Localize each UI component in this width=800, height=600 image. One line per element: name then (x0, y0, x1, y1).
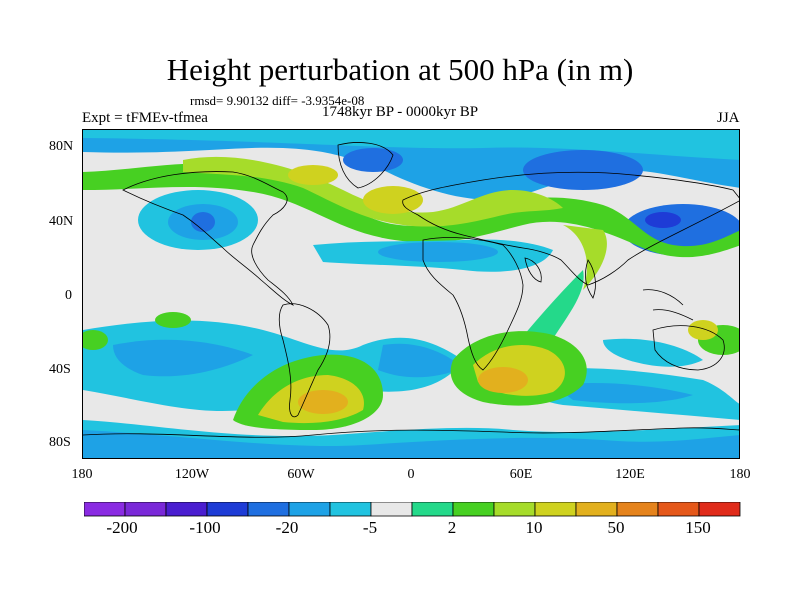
colorbar-swatch (247, 501, 290, 517)
period-label: 1748kyr BP - 0000kyr BP (322, 104, 479, 120)
colorbar-swatch (288, 501, 331, 517)
colorbar-swatch (452, 501, 495, 517)
x-tick-120w: 120W (174, 467, 210, 482)
y-tick-0: 0 (65, 288, 72, 303)
colorbar-swatch (575, 501, 618, 517)
colorbar-swatch (370, 501, 413, 517)
colorbar (83, 501, 744, 523)
y-tick-80s: 80S (49, 435, 71, 450)
x-tick-60e: 60E (509, 467, 533, 482)
colorbar-label: -5 (362, 518, 378, 537)
colorbar-swatch (329, 501, 372, 517)
colorbar-swatch (83, 501, 126, 517)
colorbar-swatch (657, 501, 700, 517)
colorbar-swatch (493, 501, 536, 517)
y-tick-80n: 80N (49, 139, 74, 154)
y-tick-40n: 40N (49, 214, 74, 229)
colorbar-swatch (206, 501, 249, 517)
x-tick-180e: 180 (729, 467, 751, 482)
x-tick-120e: 120E (615, 467, 645, 482)
map-panel (82, 129, 740, 459)
colorbar-label: -20 (275, 518, 299, 537)
colorbar-label: 10 (525, 518, 543, 537)
colorbar-swatch (411, 501, 454, 517)
stats-label: rmsd= 9.90132 diff= -3.9354e-08 (190, 93, 365, 108)
x-tick-0: 0 (407, 467, 415, 482)
x-tick-180w: 180 (71, 467, 93, 482)
colorbar-swatch (124, 501, 167, 517)
y-tick-40s: 40S (49, 362, 71, 377)
colorbar-label: 50 (607, 518, 625, 537)
colorbar-swatch (698, 501, 741, 517)
colorbar-swatch (165, 501, 208, 517)
colorbar-label: 2 (447, 518, 457, 537)
height-field-map (83, 130, 739, 458)
colorbar-swatch (616, 501, 659, 517)
colorbar-swatches (83, 501, 741, 517)
experiment-label: Expt = tFMEv-tfmea (82, 110, 208, 126)
colorbar-swatch (534, 501, 577, 517)
colorbar-label: -200 (106, 518, 138, 537)
colorbar-label: 150 (685, 518, 711, 537)
season-label: JJA (717, 110, 740, 126)
plot-title: Height perturbation at 500 hPa (in m) (166, 52, 634, 87)
x-tick-60w: 60W (287, 467, 315, 482)
colorbar-label: -100 (189, 518, 221, 537)
